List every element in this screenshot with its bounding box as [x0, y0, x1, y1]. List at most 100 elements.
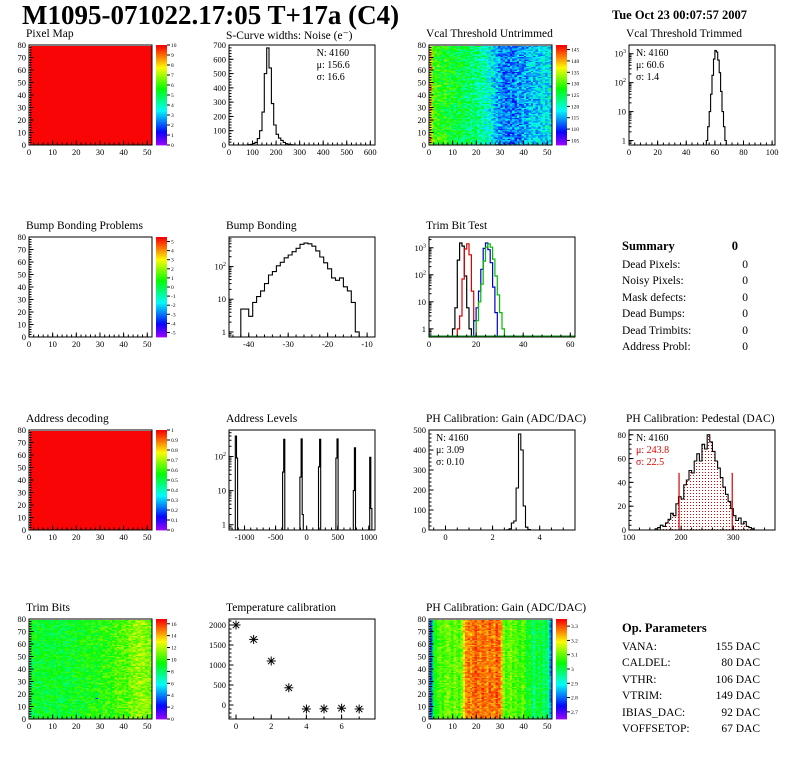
- svg-text:30: 30: [418, 677, 427, 687]
- svg-text:0.7: 0.7: [171, 458, 178, 464]
- svg-text:0: 0: [227, 147, 231, 157]
- svg-text:100: 100: [623, 532, 636, 542]
- plot-title: PH Calibration: Gain (ADC/DAC): [426, 413, 587, 425]
- svg-text:80: 80: [18, 426, 27, 435]
- svg-text:N: 4160: N: 4160: [317, 48, 350, 59]
- svg-text:μ: 3.09: μ: 3.09: [436, 445, 464, 456]
- scurve-noise-svg: 0 100 200 300 400 500 600 0 100 200 300 400 500 600 70…: [213, 41, 376, 157]
- svg-text:12: 12: [171, 646, 177, 652]
- param-label: Dead Pixels:: [622, 258, 681, 271]
- plot-canvas: -1000 -500 0 500 1000 1 10 102: [202, 426, 399, 550]
- data-point-marker: [266, 656, 276, 666]
- data-point-marker: [337, 703, 347, 713]
- svg-text:6: 6: [339, 721, 343, 731]
- plot-title: Bump Bonding: [226, 220, 297, 232]
- svg-text:20: 20: [653, 147, 662, 157]
- panel-title: Op. Parameters: [622, 621, 707, 635]
- plot-scurve-noise: S-Curve widths: Noise (e⁻) 0 100 200 300 400…: [202, 28, 399, 168]
- param-value: 0: [742, 258, 748, 271]
- svg-text:110: 110: [571, 127, 579, 133]
- plot-ph-pedestal: PH Calibration: Pedestal (DAC) 100 200 300…: [602, 413, 796, 553]
- svg-text:40: 40: [18, 475, 27, 485]
- svg-text:50: 50: [418, 652, 427, 662]
- plot-address-levels: Address Levels -1000 -500 0 500 1000 1 10 102: [202, 413, 399, 553]
- param-value: 0: [742, 275, 748, 287]
- svg-text:2: 2: [269, 721, 273, 731]
- svg-text:50: 50: [18, 652, 27, 662]
- svg-text:102: 102: [615, 78, 627, 88]
- op-parameters-block: Op. Parameters VANA: 155 DAC CALDEL: 80 DAC V…: [602, 602, 760, 738]
- svg-text:10: 10: [418, 128, 427, 138]
- svg-text:0: 0: [422, 525, 426, 535]
- svg-text:70: 70: [18, 438, 27, 448]
- svg-text:0: 0: [422, 140, 426, 150]
- svg-text:500: 500: [413, 426, 426, 435]
- svg-text:100: 100: [213, 126, 226, 136]
- param-value: 0: [742, 341, 748, 353]
- svg-text:20: 20: [472, 147, 481, 157]
- plot-canvas: 0 2 4 6 0 500 1000 1500 2000: [202, 615, 399, 739]
- trim-bit-test-svg: 0 20 40 60 1 10 102 103: [415, 236, 576, 349]
- svg-text:200: 200: [213, 111, 226, 121]
- svg-text:60: 60: [618, 454, 627, 464]
- plot-trim-bits-map: Trim Bits 0 10 20 30 40 50 0 10 20 30 40 50 60 70 80 0 2…: [2, 602, 199, 742]
- svg-text:50: 50: [543, 721, 552, 731]
- svg-text:9: 9: [171, 53, 174, 59]
- plot-title: Vcal Threshold Trimmed: [626, 28, 743, 40]
- svg-text:-1000: -1000: [235, 532, 255, 542]
- param-label: IBIAS_DAC:: [622, 706, 686, 719]
- svg-text:30: 30: [496, 721, 505, 731]
- svg-text:4: 4: [171, 693, 174, 699]
- svg-text:-20: -20: [322, 339, 333, 349]
- param-row: VANA: 155 DAC: [622, 639, 760, 656]
- vcal-threshold-untrimmed-heatmap: [429, 45, 552, 145]
- data-point-marker: [249, 634, 259, 644]
- plot-canvas: 0 10 20 30 40 50 0 10 20 30 40 50 60 70 80 2.7 2.8 2.9 3 3.…: [402, 615, 599, 739]
- param-value: 155 DAC: [715, 640, 760, 653]
- param-label: Mask defects:: [622, 291, 687, 304]
- plot-title: Trim Bits: [26, 602, 71, 614]
- svg-text:20: 20: [472, 721, 481, 731]
- svg-text:0.6: 0.6: [171, 468, 178, 474]
- svg-text:20: 20: [18, 307, 27, 317]
- param-row: Dead Pixels: 0: [622, 257, 748, 274]
- plot-title: Pixel Map: [26, 28, 74, 40]
- op-parameters-panel: Op. Parameters VANA: 155 DAC CALDEL: 80 DAC V…: [602, 602, 796, 742]
- svg-text:1: 1: [171, 276, 174, 282]
- trim-bits-map-heatmap: [29, 619, 152, 719]
- plot-title: Temperature calibration: [226, 602, 336, 614]
- svg-text:40: 40: [119, 721, 128, 731]
- svg-text:30: 30: [96, 721, 105, 731]
- svg-text:40: 40: [18, 664, 27, 674]
- svg-text:500: 500: [213, 69, 226, 79]
- svg-text:1: 1: [222, 520, 226, 530]
- svg-text:-500: -500: [268, 532, 284, 542]
- svg-text:40: 40: [519, 721, 528, 731]
- svg-text:10: 10: [48, 532, 57, 542]
- svg-text:10: 10: [418, 297, 427, 307]
- svg-text:2000: 2000: [209, 620, 226, 630]
- svg-text:400: 400: [213, 83, 226, 93]
- panel-header-value: 0: [731, 239, 738, 253]
- svg-text:3.1: 3.1: [571, 653, 578, 659]
- svg-text:4: 4: [171, 103, 174, 109]
- svg-text:10: 10: [448, 721, 457, 731]
- svg-text:2: 2: [171, 123, 174, 129]
- svg-text:300: 300: [413, 465, 426, 475]
- data-point-marker: [319, 704, 329, 714]
- param-value: 149 DAC: [715, 690, 760, 702]
- param-value: 92 DAC: [721, 706, 760, 719]
- plot-bump-bonding: Bump Bonding -40 -30 -20 -10 1 10 102: [202, 220, 399, 360]
- svg-text:80: 80: [418, 615, 427, 624]
- svg-text:-5: -5: [171, 330, 176, 336]
- svg-text:40: 40: [519, 339, 528, 349]
- svg-text:0: 0: [622, 525, 626, 535]
- svg-text:125: 125: [571, 93, 580, 99]
- svg-text:1: 1: [171, 133, 174, 139]
- svg-text:20: 20: [72, 147, 81, 157]
- svg-text:40: 40: [682, 147, 691, 157]
- svg-text:40: 40: [119, 147, 128, 157]
- svg-text:60: 60: [18, 639, 27, 649]
